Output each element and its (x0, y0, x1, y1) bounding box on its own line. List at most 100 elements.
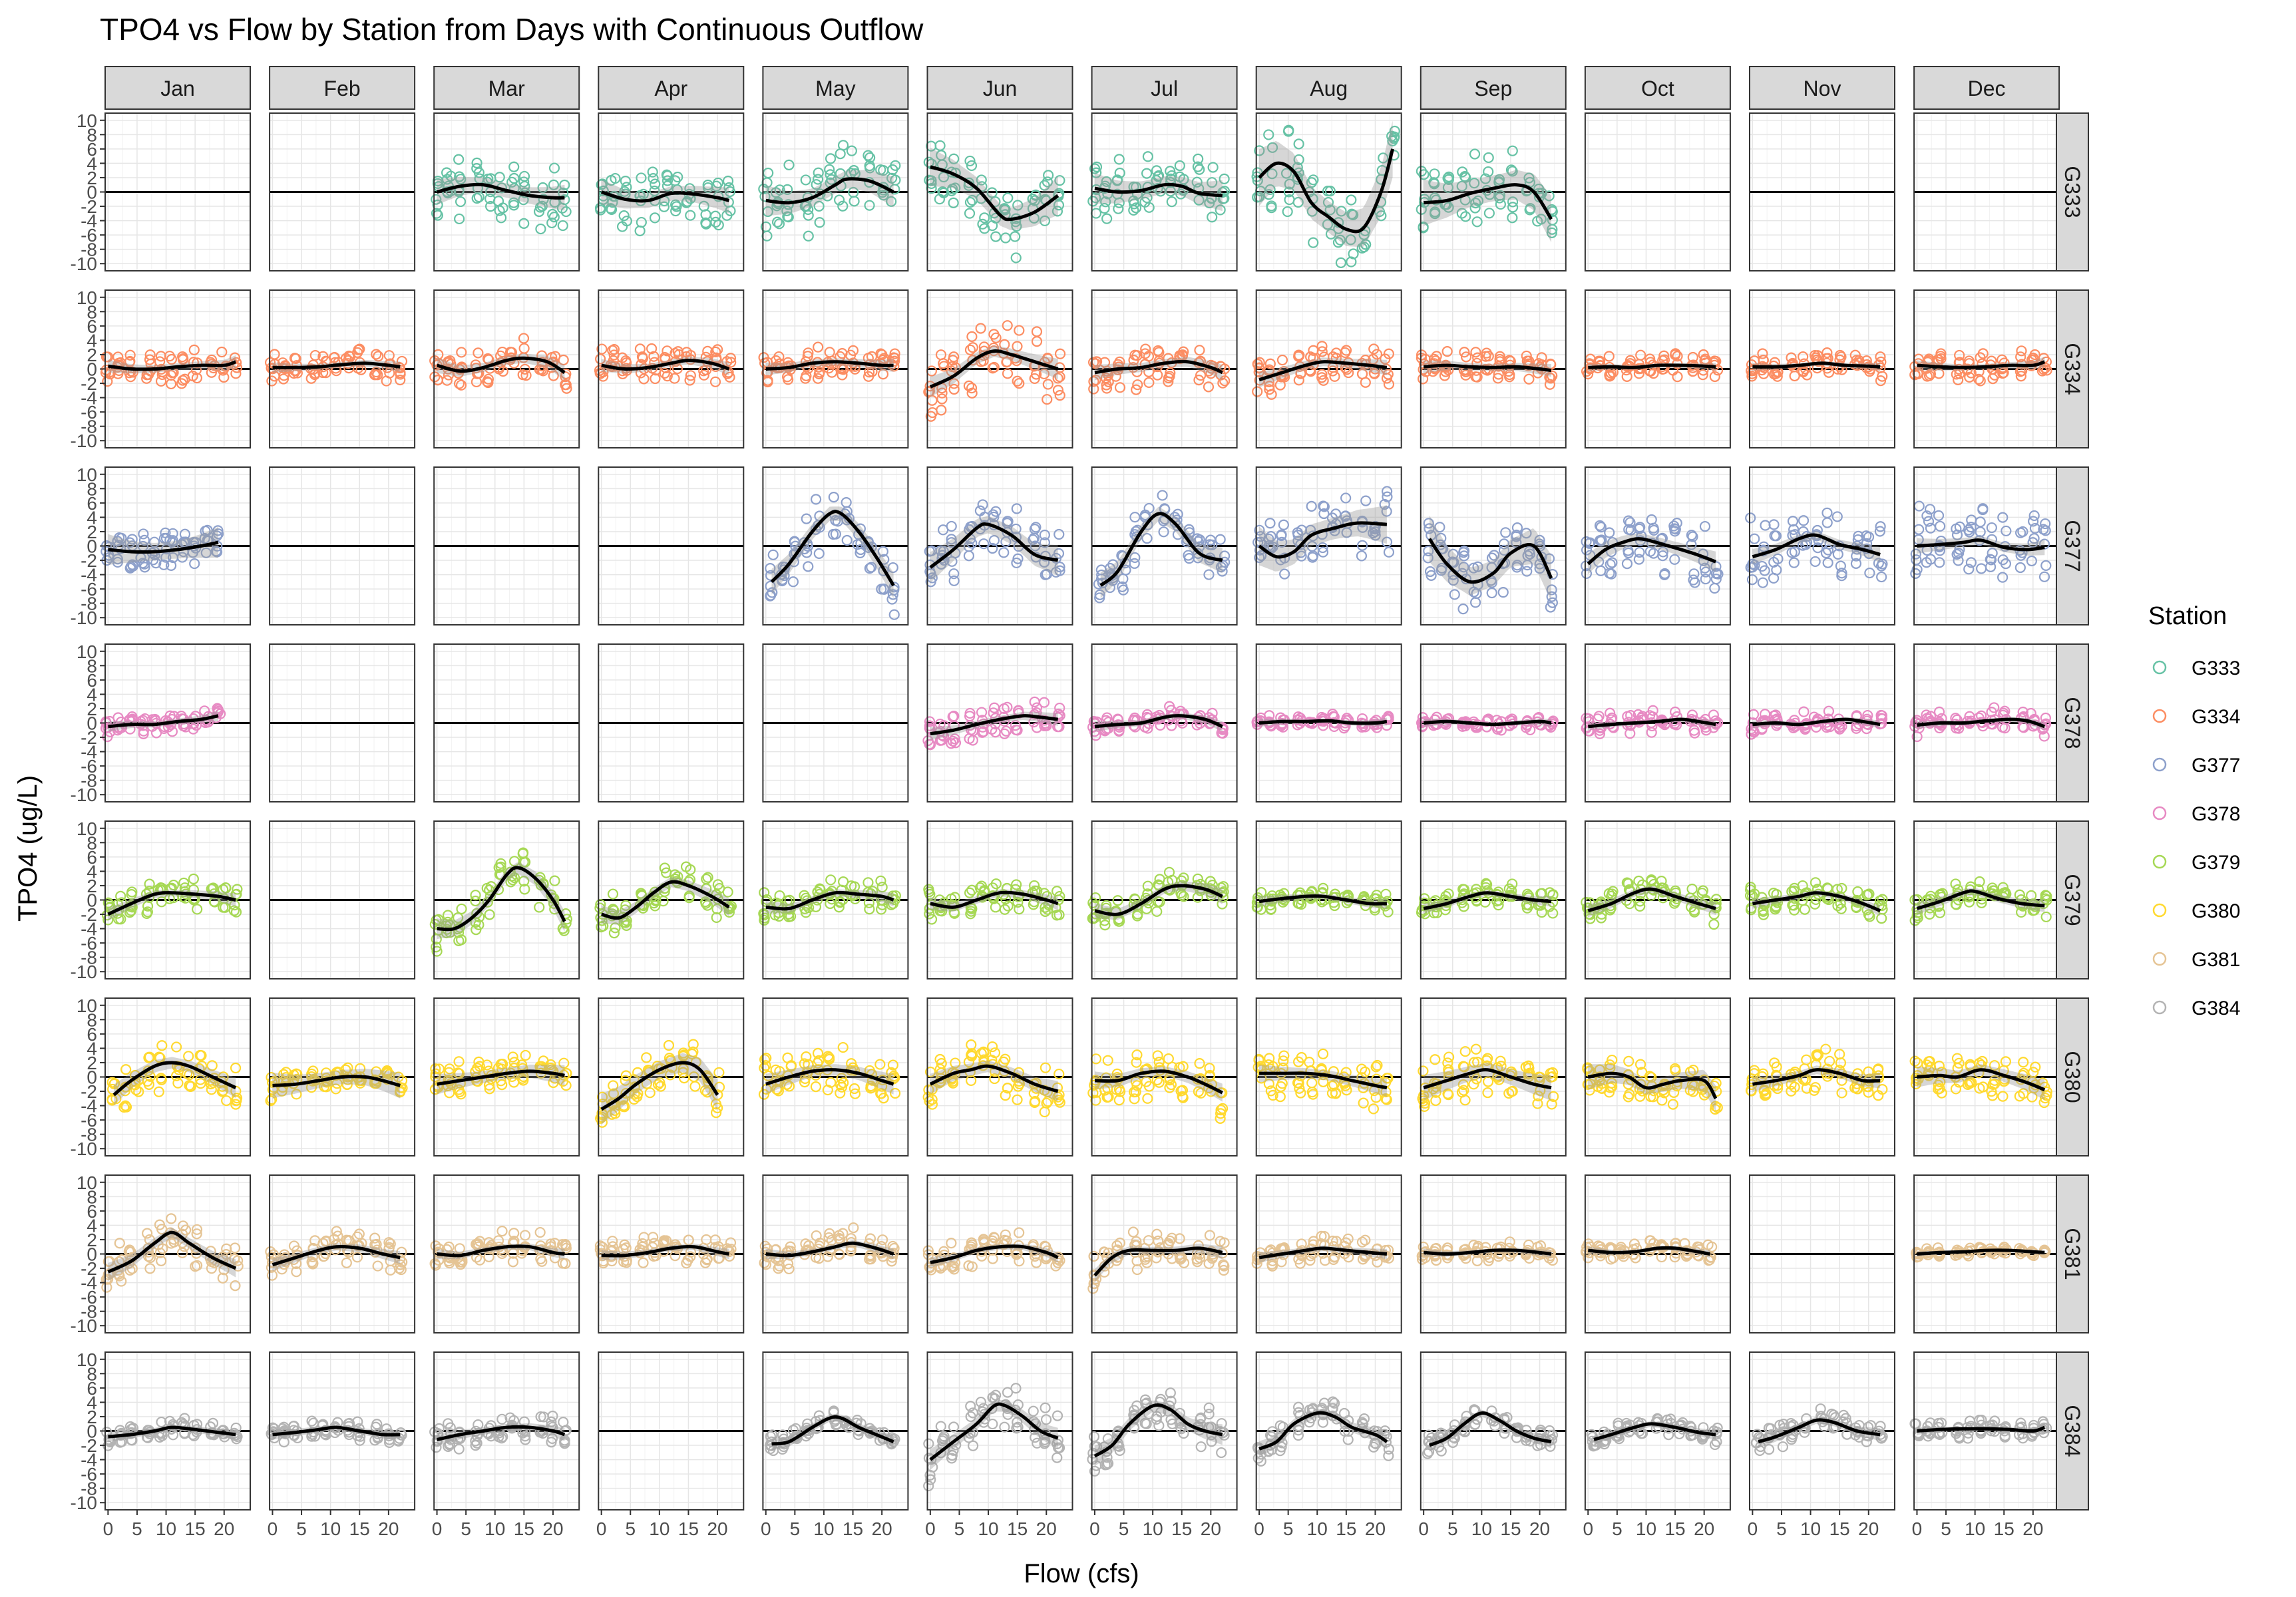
data-point (812, 373, 824, 384)
panel-border (269, 289, 416, 448)
data-point (1460, 369, 1471, 381)
data-point (1334, 234, 1346, 246)
data-point (1263, 129, 1274, 140)
confidence-band (1752, 361, 1881, 371)
data-point (548, 179, 560, 190)
data-point (1345, 234, 1356, 246)
data-point (617, 352, 628, 363)
data-point (948, 383, 960, 395)
data-point (815, 188, 826, 200)
data-point (662, 371, 673, 382)
data-point (1282, 126, 1294, 137)
scatter-points (1087, 151, 1231, 224)
data-point (1100, 196, 1111, 208)
data-point (803, 204, 814, 216)
data-point (1921, 363, 1933, 374)
data-point (1193, 194, 1205, 206)
panel-border (433, 289, 580, 448)
data-point (1469, 148, 1481, 160)
data-point (560, 379, 572, 391)
data-point (1953, 374, 1964, 385)
data-point (787, 576, 799, 588)
data-point (266, 375, 278, 387)
data-point (1143, 202, 1155, 213)
data-point (1479, 173, 1491, 184)
data-point (1052, 385, 1064, 396)
data-point (1658, 350, 1670, 361)
data-point (457, 363, 468, 374)
panel-G378-Jan (100, 643, 251, 802)
data-point (2015, 351, 2026, 363)
data-point (1165, 166, 1176, 177)
data-point (1174, 171, 1185, 182)
smooth-line (1258, 360, 1388, 382)
data-point (1113, 154, 1125, 165)
data-point (648, 351, 660, 362)
data-point (150, 558, 162, 569)
data-point (1101, 383, 1113, 394)
data-point (1316, 369, 1328, 380)
panel-G379-Jul (1087, 820, 1238, 979)
data-point (1697, 369, 1708, 381)
data-point (1709, 371, 1720, 383)
panel-G333-Jul (1087, 112, 1238, 271)
data-point (1252, 386, 1263, 397)
data-point (218, 371, 230, 383)
data-point (782, 184, 793, 195)
data-point (812, 174, 824, 185)
data-point (1163, 376, 1174, 387)
smooth-line (1917, 360, 2046, 369)
data-point (814, 217, 825, 228)
data-point (1193, 153, 1204, 164)
data-point (289, 353, 301, 364)
data-point (595, 204, 606, 216)
data-point (864, 160, 875, 172)
data-point (1418, 169, 1430, 180)
data-point (116, 532, 127, 544)
panel-border (433, 112, 580, 271)
smooth-line (600, 190, 730, 203)
data-point (369, 369, 381, 381)
data-point (834, 194, 845, 206)
smooth-line (601, 359, 730, 371)
data-point (1053, 189, 1064, 201)
data-point (979, 212, 990, 224)
data-point (1054, 175, 1065, 186)
data-point (936, 405, 947, 416)
data-point (813, 548, 825, 560)
data-point (948, 153, 960, 164)
data-point (1054, 348, 1066, 359)
data-point (455, 379, 467, 391)
panel-border (1584, 112, 1731, 271)
panel-G333-Nov (1749, 112, 1895, 271)
data-point (1483, 208, 1495, 219)
data-point (620, 175, 632, 187)
data-point (775, 569, 787, 580)
data-point (536, 364, 547, 375)
data-point (533, 206, 545, 218)
data-point (231, 362, 243, 373)
data-point (1012, 200, 1024, 211)
data-point (1010, 252, 1022, 264)
data-point (537, 182, 548, 194)
data-point (441, 167, 453, 178)
data-point (1204, 197, 1215, 209)
data-point (1132, 379, 1143, 391)
data-point (1219, 173, 1230, 184)
data-point (1253, 191, 1265, 202)
data-point (1545, 358, 1556, 370)
data-point (767, 549, 779, 560)
data-point (557, 220, 568, 232)
panel-G334-Mar (429, 289, 580, 448)
data-point (783, 199, 794, 210)
data-point (558, 354, 569, 366)
data-point (1114, 167, 1125, 179)
data-point (813, 167, 824, 178)
data-point (1470, 371, 1481, 383)
chart-title: TPO4 vs Flow by Station from Days with C… (100, 12, 924, 47)
data-point (1001, 356, 1013, 367)
data-point (1360, 239, 1372, 250)
panel-G377-Jun (924, 466, 1073, 625)
data-point (1507, 212, 1518, 224)
data-point (725, 357, 737, 368)
